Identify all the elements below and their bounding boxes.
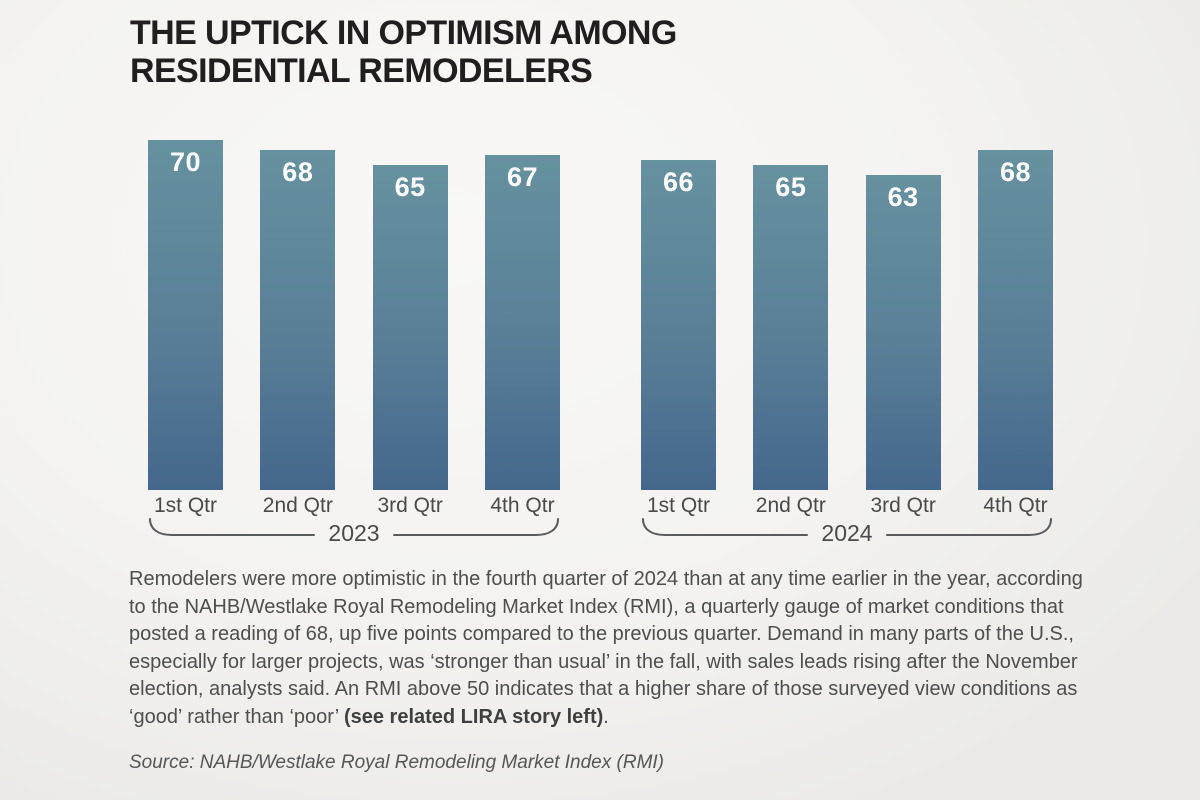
bar-2023-q1: 70 [148, 140, 223, 490]
bar-group-2024: 66 65 63 68 1st Qtr 2nd Qtr 3rd Qtr 4th Qtr 2024 [641, 0, 1053, 560]
bar-2024-q4: 68 [977, 150, 1053, 490]
grouped-bar-chart: 70 68 65 67 1st Qtr 2nd Qtr 3rd Qtr 4th Qtr 2023… [148, 0, 1053, 560]
quarter-label: 3rd Qtr [377, 494, 443, 517]
chart-title-line1: THE UPTICK IN OPTIMISM AMONG [130, 14, 677, 52]
quarter-label: 4th Qtr [490, 494, 555, 517]
quarter-label: 4th Qtr [983, 494, 1048, 517]
quarter-label: 1st Qtr [153, 494, 217, 517]
bracket-curve [149, 518, 559, 536]
year-label: 2023 [328, 520, 380, 546]
quarter-labels-row: 1st Qtr 2nd Qtr 3rd Qtr 4th Qtr [148, 494, 560, 518]
year-bracket-2024: 2024 [641, 516, 1053, 550]
bar-value-label: 63 [887, 182, 919, 212]
year-label: 2024 [821, 520, 873, 546]
caption-period: . [603, 705, 609, 728]
quarter-label: 2nd Qtr [755, 494, 826, 517]
caption-bold-text: (see related LIRA story left) [343, 705, 604, 728]
bracket-curve [642, 518, 1052, 536]
bars-row: 70 68 65 67 [148, 140, 560, 490]
bar-value-label: 68 [282, 157, 314, 187]
bars-row: 66 65 63 68 [641, 140, 1053, 490]
bar-2024-q2: 65 [753, 165, 829, 490]
bar-2023-q3: 65 [372, 165, 448, 490]
chart-title: THE UPTICK IN OPTIMISM AMONG RESIDENTIAL… [130, 14, 677, 90]
bar-value-label: 70 [169, 147, 202, 177]
bar-2023-q4: 67 [484, 155, 560, 490]
bar-value-label: 68 [999, 157, 1031, 187]
bar-2023-q2: 68 [260, 150, 336, 490]
quarter-labels-row: 1st Qtr 2nd Qtr 3rd Qtr 4th Qtr [641, 494, 1053, 518]
bar-group-2023: 70 68 65 67 1st Qtr 2nd Qtr 3rd Qtr 4th Qtr 2023 [148, 0, 560, 560]
quarter-label: 2nd Qtr [262, 494, 333, 517]
bar-2024-q1: 66 [641, 160, 716, 490]
source-line: Source: NAHB/Westlake Royal Remodeling M… [129, 752, 665, 773]
bar-value-label: 65 [394, 172, 426, 202]
year-bracket-2023: 2023 [148, 516, 560, 550]
caption-text: Remodelers were more optimistic in the f… [129, 568, 1083, 728]
bar-value-label: 65 [775, 172, 807, 202]
caption: Remodelers were more optimistic in the f… [129, 566, 1085, 731]
quarter-label: 1st Qtr [646, 494, 710, 517]
bar-value-label: 66 [662, 167, 695, 197]
chart-title-line2: RESIDENTIAL REMODELERS [130, 52, 593, 90]
quarter-label: 3rd Qtr [870, 494, 936, 517]
bar-value-label: 67 [506, 162, 538, 192]
bar-2024-q3: 63 [865, 175, 941, 490]
